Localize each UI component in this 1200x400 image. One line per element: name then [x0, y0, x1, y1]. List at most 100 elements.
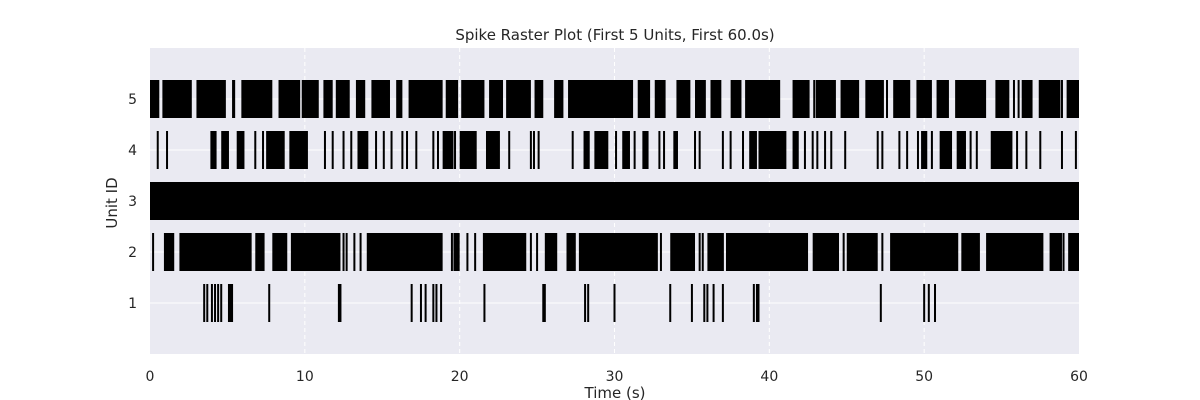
spike [721, 233, 724, 271]
spike [537, 131, 540, 169]
spike [353, 233, 356, 271]
spike [1074, 131, 1077, 169]
spike-burst [676, 80, 691, 118]
spike [529, 131, 532, 169]
spike-burst [150, 182, 1079, 220]
spike [969, 131, 972, 169]
spike [916, 131, 919, 169]
spike [164, 233, 167, 271]
spike [842, 233, 845, 271]
spike [1017, 80, 1020, 118]
spike [285, 233, 288, 271]
spike [729, 131, 732, 169]
spike [633, 131, 636, 169]
spike [262, 131, 265, 169]
spike [1025, 131, 1028, 169]
spike-burst [236, 131, 245, 169]
spike-burst [955, 80, 987, 118]
spike [254, 131, 257, 169]
unit-2-row [152, 233, 1079, 271]
spike [542, 284, 545, 322]
spike [489, 131, 492, 169]
spike-burst [670, 233, 696, 271]
spike [571, 131, 574, 169]
spike [695, 80, 698, 118]
y-tick-label: 1 [128, 296, 137, 312]
spike [803, 131, 806, 169]
spike-burst [986, 233, 1044, 271]
spike [721, 284, 724, 322]
spike [227, 284, 230, 322]
spike [382, 131, 385, 169]
spike [813, 80, 816, 118]
spike-burst [544, 233, 558, 271]
spike [432, 284, 435, 322]
spike [879, 284, 882, 322]
spike-burst [812, 233, 840, 271]
spike [816, 131, 819, 169]
spike-burst [221, 131, 229, 169]
spike [714, 233, 717, 271]
spike-burst [357, 131, 369, 169]
x-tick-label: 10 [296, 369, 314, 385]
spike-burst [506, 80, 531, 118]
spike [658, 131, 661, 169]
x-axis-ticks: 0 10 20 30 40 50 60 [146, 369, 1088, 385]
spike [599, 131, 602, 169]
spike-burst [162, 80, 192, 118]
spike [291, 131, 294, 169]
spike-burst [289, 131, 308, 169]
spike-burst [1021, 80, 1033, 118]
spike [156, 131, 159, 169]
spike-burst [622, 131, 630, 169]
spike [694, 131, 697, 169]
spike [534, 80, 537, 118]
spike-burst [461, 80, 485, 118]
spike [1012, 80, 1015, 118]
spike-burst [1066, 80, 1079, 118]
spike [229, 284, 232, 322]
spike [436, 131, 439, 169]
spike-burst [939, 131, 953, 169]
spike [1060, 80, 1063, 118]
spike-burst [890, 233, 959, 271]
spike [406, 131, 409, 169]
spike-burst [255, 233, 265, 271]
spike-burst [323, 80, 333, 118]
spike [424, 284, 427, 322]
spike [1068, 80, 1071, 118]
spike-burst [485, 131, 500, 169]
spike-burst [482, 233, 527, 271]
unit-3-row [150, 182, 1079, 220]
spike [427, 80, 430, 118]
spike-burst [371, 80, 390, 118]
spike [396, 80, 399, 118]
spike-burst [232, 80, 236, 118]
chart-title: Spike Raster Plot (First 5 Units, First … [455, 26, 774, 44]
spike-burst [290, 233, 341, 271]
spike [613, 284, 616, 322]
y-tick-label: 5 [128, 92, 137, 108]
spike [206, 284, 209, 322]
spike-burst [355, 80, 366, 118]
spike [1060, 131, 1063, 169]
y-tick-label: 4 [128, 143, 137, 159]
spike-burst [840, 80, 860, 118]
spike [906, 131, 909, 169]
x-tick-label: 40 [760, 369, 778, 385]
spike [811, 131, 814, 169]
spike-burst [725, 233, 809, 271]
spike-burst [272, 233, 287, 271]
spike [435, 284, 438, 322]
spike [345, 233, 348, 271]
spike [152, 233, 155, 271]
spike [587, 284, 590, 322]
spike [698, 131, 701, 169]
spike-burst [695, 80, 706, 118]
spike-burst [442, 131, 454, 169]
spike [419, 284, 422, 322]
spike [605, 80, 608, 118]
spike-burst [673, 131, 678, 169]
spike [543, 284, 546, 322]
spike [244, 233, 247, 271]
